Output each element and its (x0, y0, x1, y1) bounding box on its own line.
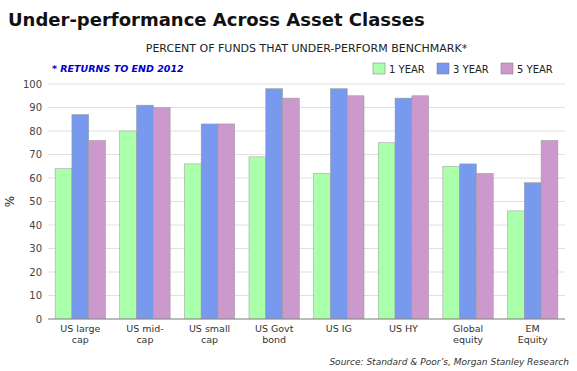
x-tick-label: US IG (326, 323, 352, 334)
x-axis (48, 319, 565, 320)
y-tick-label: 40 (29, 220, 42, 231)
bar (314, 173, 331, 319)
legend-label: 3 YEAR (453, 64, 489, 75)
y-tick-label: 30 (29, 243, 42, 254)
x-tick-label: US smallcap (189, 323, 230, 345)
legend-label: 1 YEAR (389, 64, 425, 75)
grid (48, 84, 565, 319)
bar (249, 157, 266, 319)
bar (347, 96, 364, 319)
bar (460, 164, 477, 319)
bar (72, 115, 89, 319)
grid-line (48, 319, 565, 320)
bar (218, 124, 235, 319)
x-tick-label: EMEquity (518, 323, 548, 345)
x-tick-label: US HY (389, 323, 418, 334)
grid-line (48, 107, 565, 108)
y-tick-label: 100 (23, 79, 42, 90)
legend: 1 YEAR 3 YEAR 5 YEAR (373, 63, 553, 75)
legend-label: 5 YEAR (517, 64, 553, 75)
y-tick-label: 10 (29, 290, 42, 301)
y-axis-label: % (3, 196, 17, 207)
source: Source: Standard & Poor’s, Morgan Stanle… (329, 357, 569, 367)
bar (330, 89, 347, 319)
chart: Under-performance Across Asset Classes PE… (0, 0, 577, 371)
bar (507, 211, 524, 319)
y-tick-label: 50 (29, 196, 42, 207)
bar (378, 143, 395, 319)
y-tick-label: 0 (36, 314, 42, 325)
bar (201, 124, 218, 319)
bar (524, 183, 541, 319)
x-tick-label: US mid-cap (126, 323, 163, 345)
bar (541, 140, 558, 319)
bar (443, 166, 460, 319)
grid-line (48, 84, 565, 85)
legend-swatch (437, 63, 449, 74)
bar (137, 105, 154, 319)
y-tick-label: 60 (29, 173, 42, 184)
bar (153, 108, 170, 320)
y-tick-label: 80 (29, 126, 42, 137)
x-tick-label: US Govtbond (255, 323, 294, 345)
bar (120, 131, 137, 319)
bar (184, 164, 201, 319)
legend-swatch (501, 63, 513, 74)
y-tick-label: 70 (29, 149, 42, 160)
bar (266, 89, 283, 319)
y-tick-label: 90 (29, 102, 42, 113)
bars (55, 89, 558, 319)
subtitle: PERCENT OF FUNDS THAT UNDER-PERFORM BENC… (146, 42, 468, 55)
bar (395, 98, 412, 319)
y-tick-label: 20 (29, 267, 42, 278)
bar (89, 140, 106, 319)
legend-swatch (373, 63, 385, 74)
x-tick-label: Globalequity (453, 323, 483, 345)
title: Under-performance Across Asset Classes (8, 9, 425, 30)
x-tick-label: US largecap (60, 323, 100, 345)
note: * RETURNS TO END 2012 (52, 63, 184, 74)
bar (55, 169, 72, 319)
bar (412, 96, 429, 319)
bar (476, 173, 493, 319)
bar (283, 98, 300, 319)
